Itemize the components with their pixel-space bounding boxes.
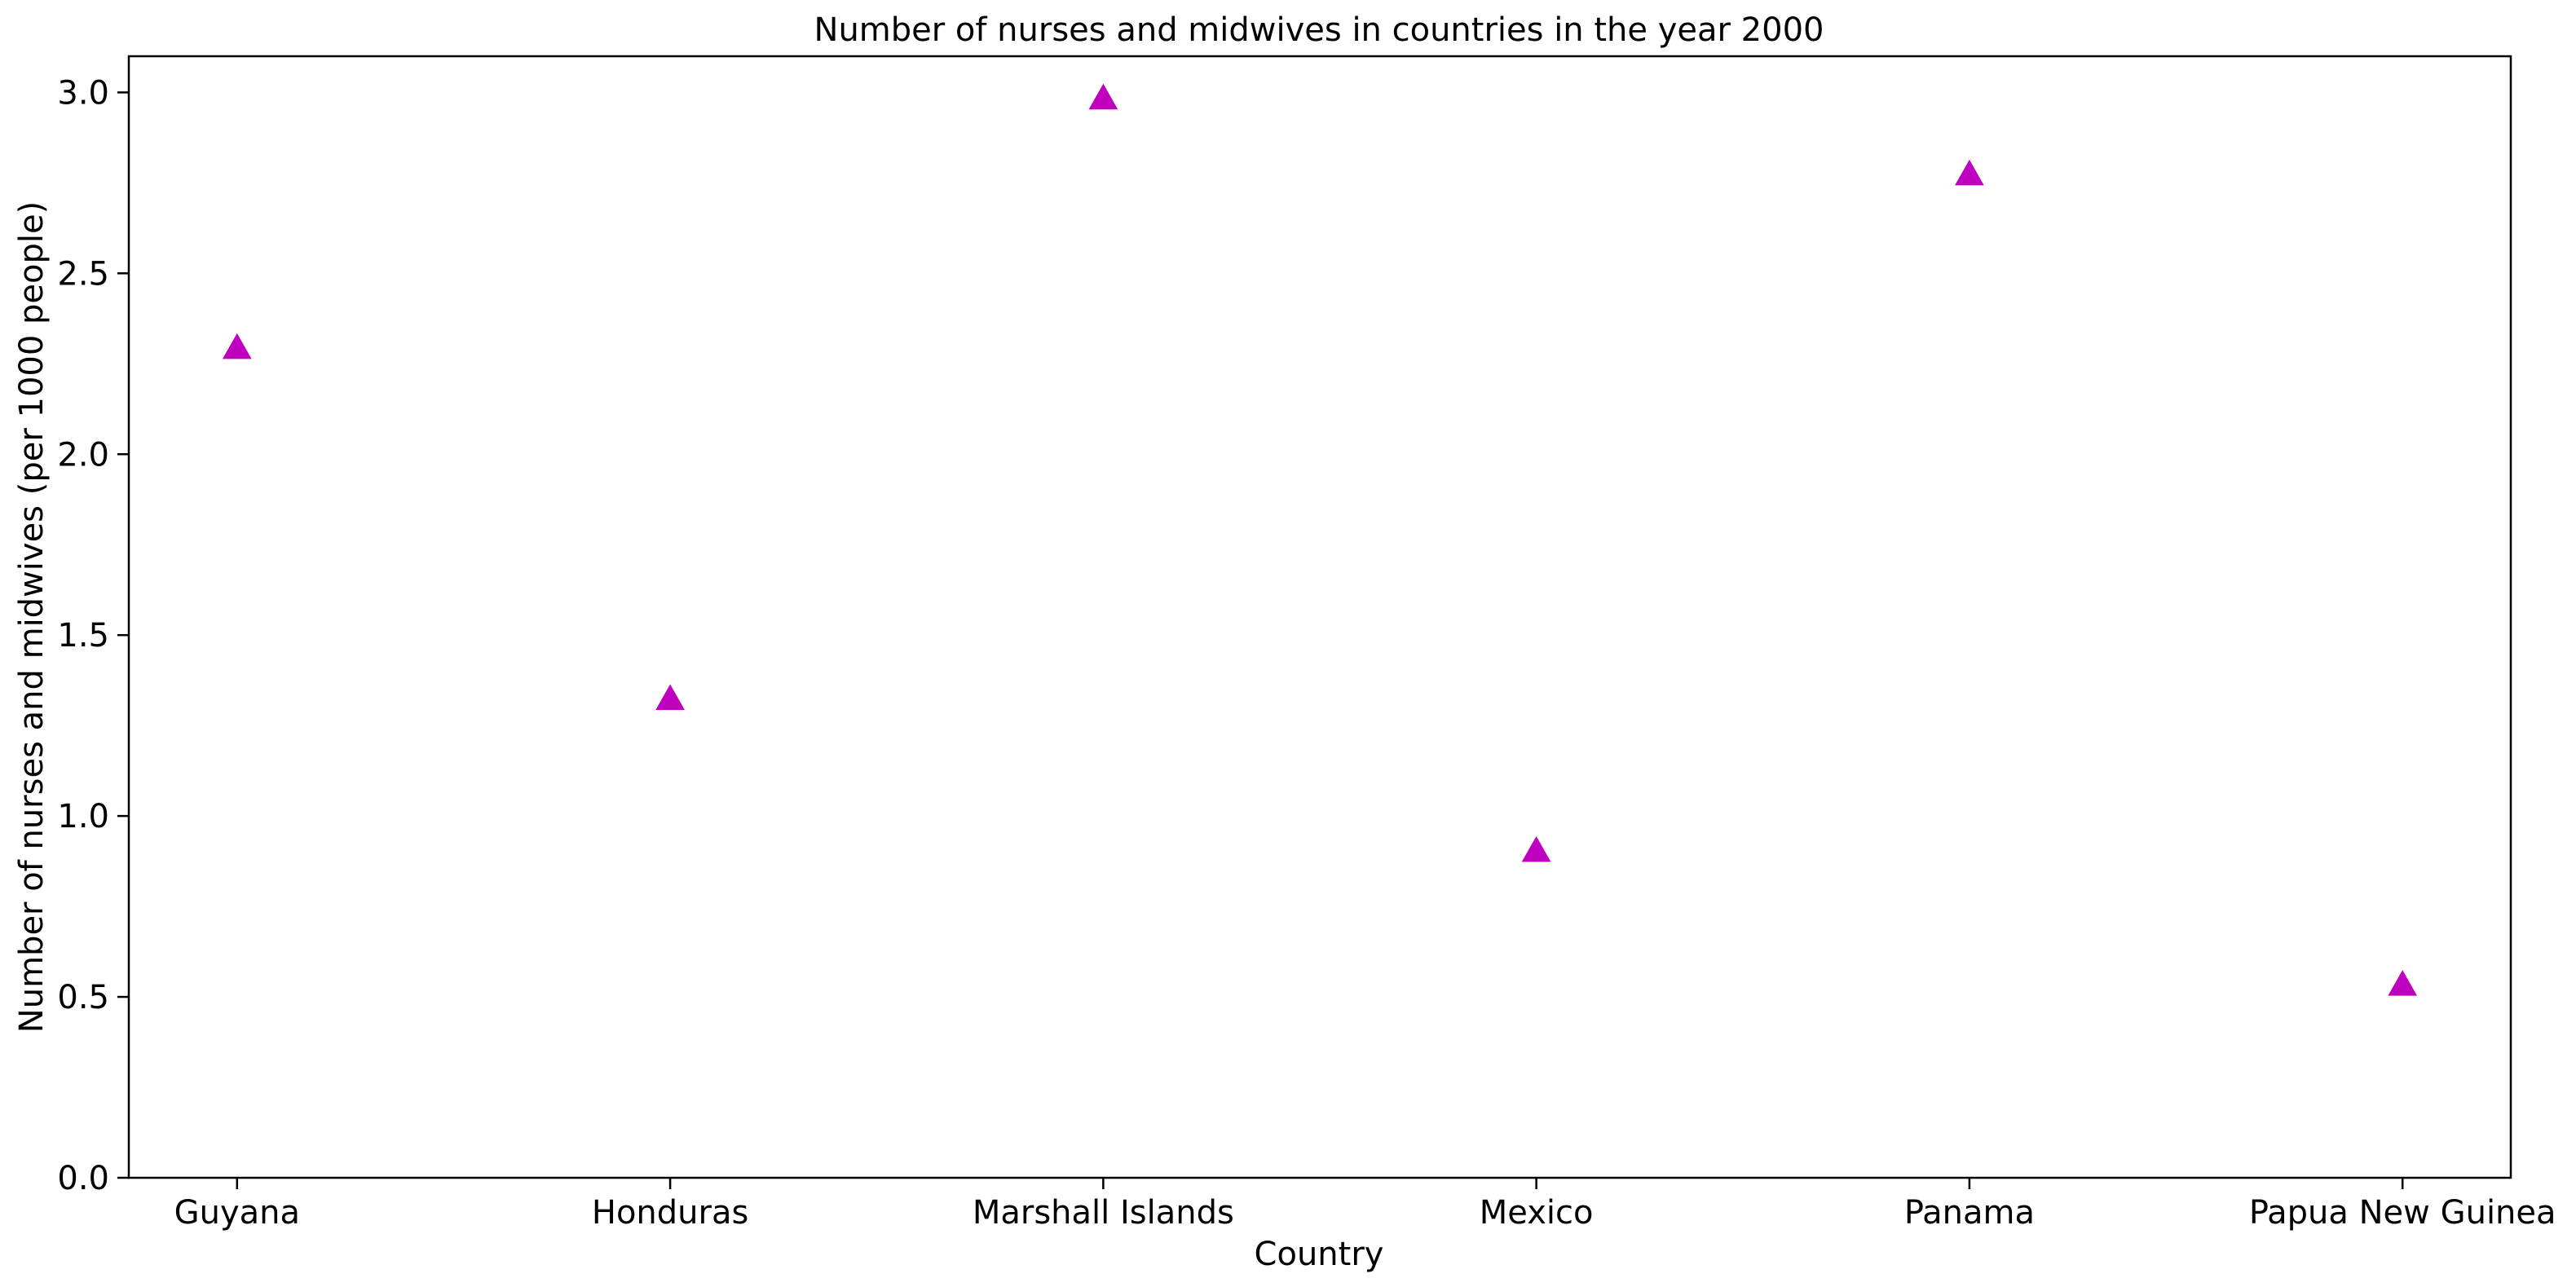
x-tick-label: Marshall Islands [973, 1194, 1234, 1232]
plot-area: 0.0 0.5 1.0 1.5 2.0 2.5 3.0 Guyana Honduras Mars… [57, 55, 2556, 1232]
data-point-mexico [1521, 835, 1551, 862]
y-axis-label: Number of nurses and midwives (per 1000 … [13, 201, 51, 1033]
y-tick-label: 1.0 [57, 798, 109, 835]
y-tick-label: 0.0 [57, 1160, 109, 1197]
x-tick-label: Guyana [174, 1194, 300, 1232]
data-point-papua-new-guinea [2388, 970, 2418, 996]
y-axis-ticks: 0.0 0.5 1.0 1.5 2.0 2.5 3.0 [57, 74, 129, 1197]
data-point-guyana [222, 333, 252, 359]
x-tick-label: Mexico [1480, 1194, 1594, 1232]
x-axis-label: Country [1255, 1236, 1384, 1273]
data-point-honduras [655, 684, 685, 710]
y-tick-label: 2.5 [57, 255, 109, 293]
y-tick-label: 1.5 [57, 617, 109, 655]
y-tick-label: 3.0 [57, 74, 109, 112]
data-point-marshall-islands [1088, 83, 1118, 110]
chart-title: Number of nurses and midwives in countri… [814, 11, 1824, 49]
x-tick-label: Papua New Guinea [2249, 1194, 2556, 1232]
y-tick-label: 2.0 [57, 436, 109, 474]
y-tick-label: 0.5 [57, 979, 109, 1016]
x-tick-label: Panama [1904, 1194, 2035, 1232]
data-points [222, 83, 2418, 996]
plot-frame [127, 55, 2512, 1179]
x-tick-label: Honduras [592, 1194, 748, 1232]
data-point-panama [1955, 159, 1984, 186]
x-axis-ticks: Guyana Honduras Marshall Islands Mexico Pana… [174, 1178, 2556, 1232]
